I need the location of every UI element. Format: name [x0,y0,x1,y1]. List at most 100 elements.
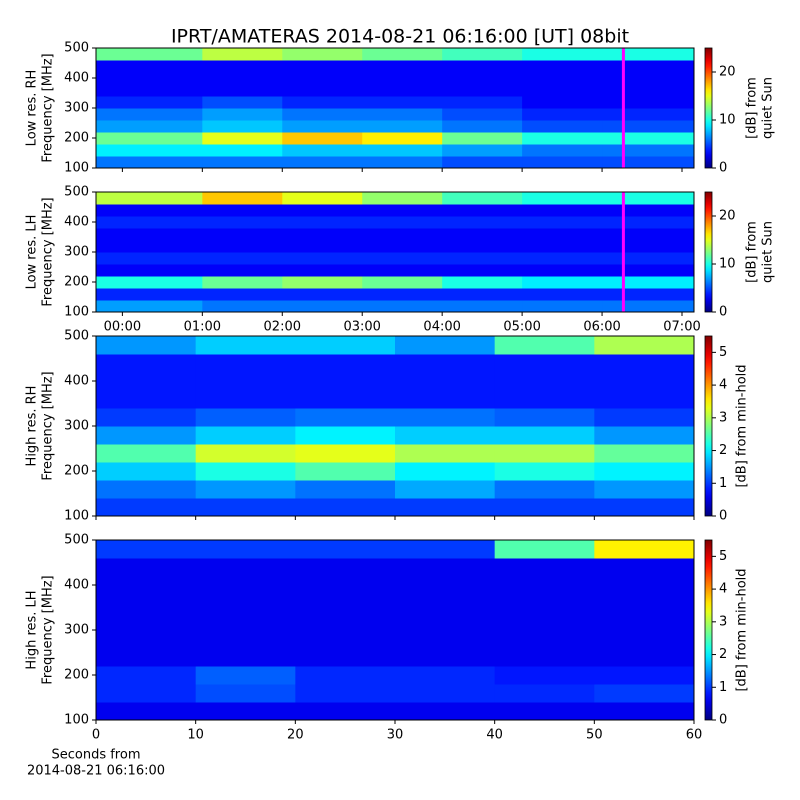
heatmap-cell [96,228,203,241]
heatmap-cell [442,228,523,241]
y-axis-label: High res. LH [25,590,40,669]
y-tick-label: 500 [64,329,89,344]
heatmap-cell [442,48,523,61]
heatmap-cell [195,558,296,577]
heatmap-cell [282,144,363,157]
heatmap-cell [362,72,443,85]
heatmap-cell [594,666,695,685]
heatmap-cell [195,540,296,559]
heatmap-cell [602,276,695,289]
heatmap-cell [602,204,695,217]
heatmap-cell [395,372,496,391]
heatmap-cell [594,540,695,559]
heatmap-cell [594,426,695,445]
colorbar-tick-label: 5 [719,549,727,564]
y-tick-label: 400 [64,215,89,230]
x-tick-label: 60 [686,728,703,743]
heatmap-cell [362,108,443,121]
heatmap-cell [395,390,496,409]
heatmap-cell [96,684,197,703]
heatmap-cell [395,594,496,613]
heatmap-cell [494,498,595,517]
heatmap-cell [295,702,396,721]
y-tick-label: 400 [64,578,89,593]
heatmap-cell [494,354,595,373]
y-tick-label: 100 [64,713,89,728]
heatmap-cell [602,48,695,61]
heatmap-cell [96,264,203,277]
heatmap-cell [195,594,296,613]
heatmap-cell [282,60,363,73]
heatmap-cell [295,540,396,559]
heatmap-cell [602,96,695,109]
x-tick-label: 20 [287,728,304,743]
heatmap-cell [96,48,203,61]
heatmap-cell [602,72,695,85]
colorbar-label: quiet Sun [761,77,776,139]
y-tick-label: 100 [64,509,89,524]
heatmap-cell [282,72,363,85]
heatmap-cell [442,120,523,133]
colorbar-label: [dB] from [745,221,760,283]
heatmap-cell [602,60,695,73]
colorbar-tick-label: 10 [719,113,736,128]
heatmap-cell [195,648,296,667]
heatmap-cell [96,192,203,205]
x-tick-label: 05:00 [503,320,540,335]
heatmap-cell [195,684,296,703]
heatmap-cell [362,156,443,169]
heatmap-cell [522,228,603,241]
heatmap-cell [295,444,396,463]
heatmap-cell [442,204,523,217]
y-tick-label: 400 [64,71,89,86]
heatmap-cell [602,216,695,229]
x-tick-label: 40 [486,728,503,743]
heatmap-cell [602,156,695,169]
heatmap-cell [395,498,496,517]
heatmap-cell [594,444,695,463]
heatmap-cell [494,684,595,703]
heatmap-cell [362,216,443,229]
heatmap-cell [442,84,523,97]
heatmap-cell [295,612,396,631]
y-axis-label: High res. RH [25,386,40,467]
heatmap-cell [494,444,595,463]
heatmap-cell [494,630,595,649]
heatmap-cell [202,144,283,157]
heatmap-cell [362,144,443,157]
heatmap-cell [96,648,197,667]
heatmap-cell [96,120,203,133]
heatmap-cell [602,144,695,157]
colorbar-tick-label: 10 [719,257,736,272]
heatmap-cell [202,72,283,85]
heatmap-cell [602,228,695,241]
heatmap-cell [96,252,203,265]
heatmap-cell [362,60,443,73]
heatmap-cell [96,480,197,499]
x-tick-label: 02:00 [264,320,301,335]
colorbar-tick-label: 20 [719,209,736,224]
heatmap-cell [202,252,283,265]
heatmap-cell [96,144,203,157]
heatmap-cell [362,300,443,313]
heatmap-cell [395,480,496,499]
heatmap-cell [395,576,496,595]
heatmap-cell [96,204,203,217]
heatmap-cell [195,336,296,355]
heatmap-cell [602,264,695,277]
colorbar-tick-label: 0 [719,509,727,524]
heatmap-cell [96,240,203,253]
heatmap-cell [594,630,695,649]
heatmap-cell [202,204,283,217]
heatmap-cell [594,336,695,355]
heatmap-cell [494,462,595,481]
x-tick-label: 03:00 [343,320,380,335]
colorbar-tick-label: 2 [719,647,727,662]
heatmap-cell [494,594,595,613]
heatmap-cell [442,240,523,253]
heatmap-cell [96,84,203,97]
heatmap-cell [96,372,197,391]
heatmap-cell [282,96,363,109]
x-tick-label: 07:00 [663,320,700,335]
heatmap-cell [395,612,496,631]
